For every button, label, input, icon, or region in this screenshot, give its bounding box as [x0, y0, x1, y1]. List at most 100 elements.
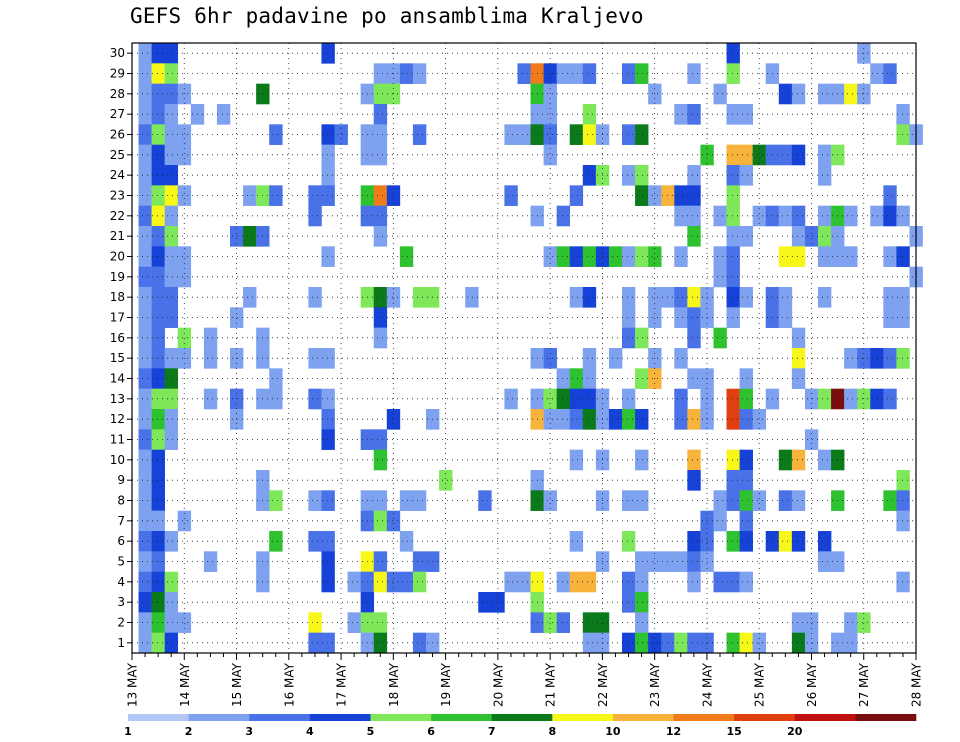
heatmap-cell-t4-m25 [177, 144, 192, 166]
heatmap-cell-t53-m28 [818, 83, 832, 105]
heatmap-cell-t1-m20 [138, 246, 152, 267]
heatmap-cell-t2-m7 [151, 510, 165, 532]
heatmap-cell-t40-m17 [648, 307, 662, 328]
heatmap-cell-t17-m4 [347, 571, 361, 593]
heatmap-cell-t1-m5 [138, 551, 152, 572]
heatmap-cell-t42-m12 [674, 409, 688, 430]
colorbar-legend: 1 2 3 4 5 6 7 8 10 12 15 20 [124, 714, 917, 738]
heatmap-cell-t32-m25 [543, 144, 557, 166]
heatmap-cell-t2-m13 [151, 388, 165, 410]
heatmap-cell-t20-m18 [386, 287, 401, 308]
y-tick-label: 23 [110, 189, 125, 203]
heatmap-cell-t32-m20 [543, 246, 557, 267]
chart-title: GEFS 6hr padavine po ansamblima Kraljevo [130, 4, 644, 28]
heatmap-cell-t59-m17 [896, 307, 910, 328]
heatmap-cell-t27-m8 [478, 490, 492, 511]
y-tick-label: 2 [117, 616, 125, 630]
y-tick-label: 7 [117, 514, 125, 528]
heatmap-cell-t17-m2 [347, 612, 361, 633]
y-tick-label: 21 [110, 229, 125, 243]
heatmap-cell-t33-m13 [556, 388, 571, 410]
heatmap-cell-t47-m8 [739, 490, 753, 511]
heatmap-cell-t35-m24 [582, 165, 597, 186]
heatmap-cell-t1-m18 [138, 287, 152, 308]
heatmap-cell-t35-m26 [582, 124, 597, 145]
heatmap-cell-t40-m5 [648, 551, 662, 572]
heatmap-cell-t2-m8 [151, 490, 165, 511]
y-tick-label: 22 [110, 209, 125, 223]
x-axis: 13 MAY 14 MAY 15 MAY 16 MAY 17 MAY 18 MAY 19 M… [126, 653, 924, 707]
heatmap-cell-t55-m1 [844, 632, 858, 654]
heatmap-cell-t2-m30 [151, 43, 165, 64]
heatmap-cell-t32-m8 [543, 490, 557, 511]
heatmap-cell-t35-m20 [582, 246, 597, 267]
heatmap-cell-t3-m4 [164, 571, 179, 593]
heatmap-cell-t42-m27 [674, 104, 688, 125]
x-tick-label: 18 MAY [387, 662, 401, 707]
heatmap-cell-t55-m2 [844, 612, 858, 633]
heatmap-cell-t59-m26 [896, 124, 910, 145]
heatmap-cell-t50-m8 [778, 490, 793, 511]
heatmap-cell-t48-m12 [752, 409, 767, 430]
heatmap-cell-t38-m20 [622, 246, 636, 267]
heatmap-cell-t11-m8 [269, 490, 283, 511]
colorbar-level-label: 20 [787, 725, 803, 738]
colorbar-level-label: 8 [548, 725, 556, 738]
heatmap-cell-t56-m2 [857, 612, 871, 633]
heatmap-cell-t3-m29 [164, 63, 179, 84]
heatmap-cell-t2-m22 [151, 205, 165, 227]
y-tick-label: 16 [110, 331, 125, 345]
heatmap-cell-t39-m12 [635, 409, 649, 430]
heatmap-cell-t19-m27 [373, 104, 388, 125]
heatmap-cell-t33-m14 [556, 368, 571, 389]
heatmap-cell-t46-m29 [726, 63, 740, 84]
heatmap-cell-t4-m20 [177, 246, 192, 267]
heatmap-cell-t9-m23 [243, 185, 257, 206]
x-tick-label: 13 MAY [126, 662, 140, 707]
x-tick-label: 26 MAY [805, 662, 819, 707]
heatmap-cell-t58-m8 [883, 490, 897, 511]
colorbar-swatch [370, 714, 432, 721]
heatmap-cell-t35-m27 [582, 104, 597, 125]
heatmap-cell-t58-m22 [883, 205, 897, 227]
heatmap-cell-t46-m22 [726, 205, 740, 227]
heatmap-cell-t1-m22 [138, 205, 152, 227]
heatmap-cell-t2-m28 [151, 83, 165, 105]
heatmap-cell-t34-m18 [569, 287, 584, 308]
heatmap-cell-t42-m20 [674, 246, 688, 267]
heatmap-cell-t33-m2 [556, 612, 571, 633]
heatmap-cell-t2-m24 [151, 165, 165, 186]
heatmap-cell-t3-m19 [164, 266, 179, 288]
heatmap-cell-t30-m29 [517, 63, 531, 84]
heatmap-cell-t14-m6 [308, 531, 322, 552]
heatmap-cell-t19-m23 [373, 185, 388, 206]
heatmap-cell-t1-m14 [138, 368, 152, 389]
heatmap-cell-t3-m20 [164, 246, 179, 267]
heatmap-cell-t19-m7 [373, 510, 388, 532]
heatmap-cell-t45-m4 [713, 571, 727, 593]
heatmap-cell-t47-m12 [739, 409, 753, 430]
heatmap-cell-t42-m5 [674, 551, 688, 572]
heatmap-cell-t1-m1 [138, 632, 152, 654]
heatmap-cell-t2-m19 [151, 266, 165, 288]
heatmap-cell-t2-m18 [151, 287, 165, 308]
heatmap-cell-t39-m10 [635, 449, 649, 471]
heatmap-cell-t15-m11 [321, 429, 335, 450]
heatmap-cell-t15-m8 [321, 490, 335, 511]
heatmap-cell-t1-m29 [138, 63, 152, 84]
heatmap-cell-t59-m15 [896, 348, 910, 369]
heatmap-cell-t3-m18 [164, 287, 179, 308]
heatmap-cell-t8-m12 [230, 409, 244, 430]
heatmap-cell-t22-m29 [412, 63, 427, 84]
heatmap-cell-t59-m22 [896, 205, 910, 227]
heatmap-cell-t51-m16 [791, 327, 806, 349]
heatmap-cell-t14-m13 [308, 388, 322, 410]
heatmap-cell-t34-m4 [569, 571, 584, 593]
heatmap-cell-t51-m25 [791, 144, 806, 166]
heatmap-cell-t50-m22 [778, 205, 793, 227]
heatmap-cell-t29-m4 [504, 571, 518, 593]
heatmap-cell-t48-m25 [752, 144, 767, 166]
heatmap-cell-t22-m5 [412, 551, 427, 572]
heatmap-cell-t39-m8 [635, 490, 649, 511]
heatmap-cell-t58-m17 [883, 307, 897, 328]
